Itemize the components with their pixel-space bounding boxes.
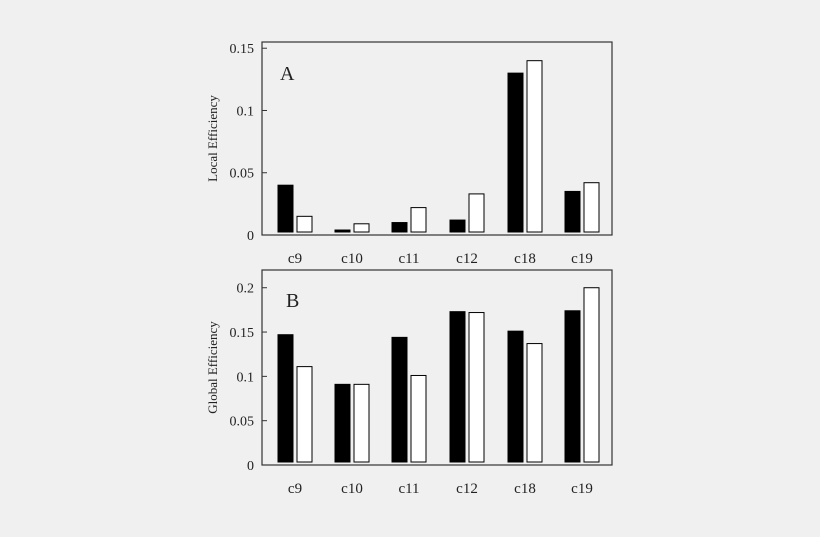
panel-b-category-label: c11 <box>398 481 419 497</box>
panel-b-letter: B <box>286 290 299 312</box>
panel-b-bar-c19-open <box>583 287 600 463</box>
panel-b-bar-c10-open <box>353 383 370 463</box>
panel-a-bar-c19-open <box>583 182 600 233</box>
panel-b-bar-c12-open <box>468 312 485 463</box>
panel-a-plot-frame <box>261 41 613 236</box>
panel-a-bar-c11-open <box>410 207 427 233</box>
panel-b-bar-c9-filled <box>277 334 294 463</box>
panel-a-ytick-label: 0 <box>247 229 254 244</box>
panel-a-category-label: c11 <box>398 251 419 267</box>
panel-a-bar-c19-filled <box>564 190 581 233</box>
panel-b-y-axis-label: Global Efficiency <box>205 321 220 414</box>
panel-a-category-label: c9 <box>288 251 302 267</box>
panel-b-category-label: c9 <box>288 481 302 497</box>
panel-a-bar-c10-open <box>353 223 370 233</box>
panel-b-category-label: c19 <box>571 481 593 497</box>
panel-a-bar-c9-filled <box>277 184 294 233</box>
panel-b-bar-c12-filled <box>449 311 466 463</box>
panel-a-ytick-label: 0.15 <box>230 42 255 57</box>
panel-b-ytick-label: 0.05 <box>230 415 255 430</box>
panel-b-bar-c10-filled <box>334 383 351 463</box>
panel-a-y-axis-label: Local Efficiency <box>205 95 220 182</box>
panel-b-ytick-label: 0 <box>247 459 254 474</box>
panel-b-bar-c11-filled <box>391 336 408 463</box>
panel-a-category-label: c12 <box>456 251 478 267</box>
panel-b-ytick-label: 0.2 <box>237 282 255 297</box>
panel-b-plot-frame <box>261 269 613 466</box>
panel-b-bar-c18-filled <box>507 330 524 463</box>
panel-a-category-label: c18 <box>514 251 536 267</box>
panel-a-category-label: c19 <box>571 251 593 267</box>
panel-a-bar-c10-filled <box>334 229 351 233</box>
panel-a-bar-c12-filled <box>449 219 466 233</box>
panel-a-bar-c12-open <box>468 193 485 233</box>
panel-b-bar-c19-filled <box>564 310 581 463</box>
panel-a-bar-c9-open <box>296 215 313 233</box>
panel-b-bar-c9-open <box>296 366 313 463</box>
panel-a-bar-c18-open <box>526 60 543 233</box>
panel-b-bar-c18-open <box>526 343 543 463</box>
panel-a-category-label: c10 <box>341 251 363 267</box>
panel-a-ytick-label: 0.1 <box>237 104 255 119</box>
panel-a-bar-c11-filled <box>391 222 408 233</box>
panel-b-category-label: c18 <box>514 481 536 497</box>
panel-a-bar-c18-filled <box>507 72 524 233</box>
panel-a-letter: A <box>280 63 295 85</box>
panel-b-ytick-label: 0.15 <box>230 326 255 341</box>
panel-b-category-label: c12 <box>456 481 478 497</box>
panel-b-ytick-label: 0.1 <box>237 370 255 385</box>
panel-b-bar-c11-open <box>410 374 427 463</box>
panel-a-ytick-label: 0.05 <box>230 167 255 182</box>
panel-b-category-label: c10 <box>341 481 363 497</box>
